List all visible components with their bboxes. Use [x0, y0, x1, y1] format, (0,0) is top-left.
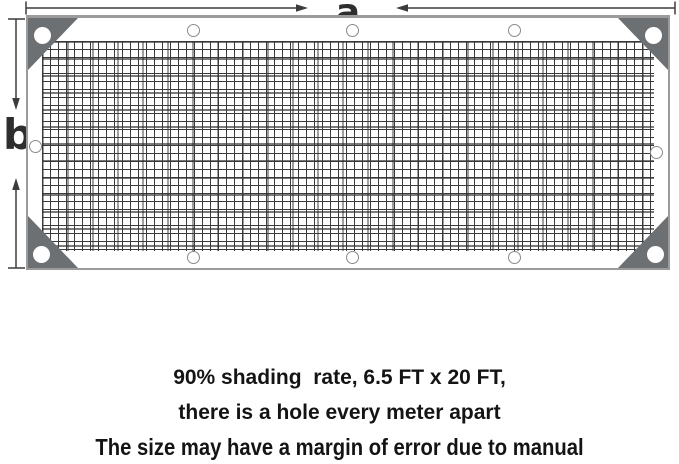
grommet-right	[650, 146, 663, 159]
corner-grommet-hole	[34, 27, 51, 44]
caption-line-measurement-note: The size may have a margin of error due …	[95, 434, 584, 460]
caption-line-hole-spacing: there is a hole every meter apart	[178, 401, 501, 424]
grommet-bottom-1	[187, 251, 200, 264]
dim-b-up-arrowhead-icon	[12, 178, 20, 190]
grommet-top-1	[187, 24, 200, 37]
mesh-grid	[42, 41, 654, 251]
grommet-top-2	[346, 24, 359, 37]
dim-b-down-arrowhead-icon	[12, 98, 20, 110]
corner-grommet-hole	[33, 246, 50, 263]
grommet-bottom-3	[508, 251, 521, 264]
grommet-bottom-2	[346, 251, 359, 264]
product-description: 90% shading rate, 6.5 FT x 20 FT, there …	[0, 360, 679, 464]
corner-grommet-hole	[647, 246, 664, 263]
grommet-top-3	[508, 24, 521, 37]
shade-cloth-tarp	[26, 15, 670, 270]
dim-a-right-arrowhead-icon	[296, 4, 308, 12]
caption-line-shading-rate: 90% shading rate, 6.5 FT x 20 FT,	[173, 366, 506, 389]
grommet-left	[29, 140, 42, 153]
dim-a-left-arrowhead-icon	[396, 4, 408, 12]
corner-grommet-hole	[645, 27, 662, 44]
